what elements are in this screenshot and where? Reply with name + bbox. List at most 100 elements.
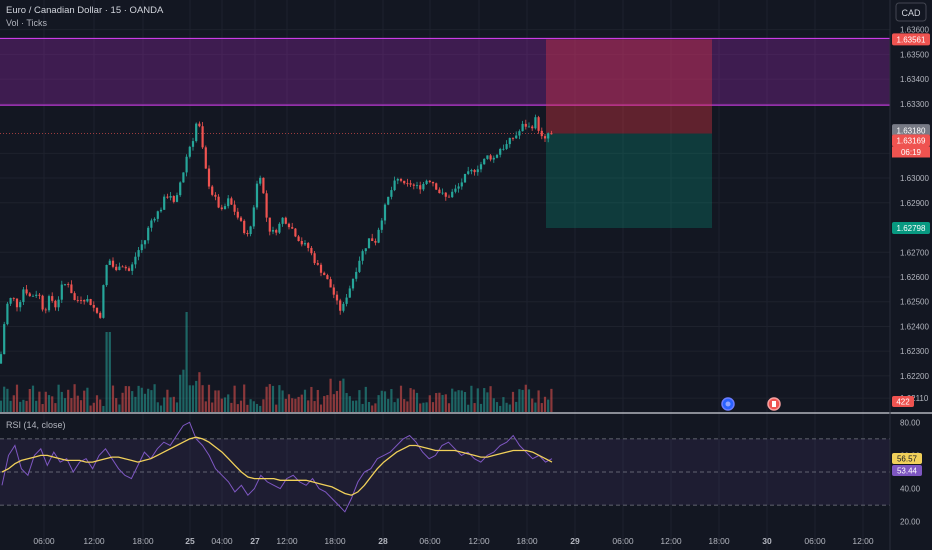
volume-bar <box>281 390 284 412</box>
volume-bar <box>515 401 518 412</box>
candle-body <box>227 198 230 207</box>
candle-body <box>431 181 435 184</box>
volume-bar <box>9 400 12 412</box>
candle-body <box>31 295 35 297</box>
volume-bar <box>537 390 540 412</box>
volume-bar <box>182 369 185 412</box>
candle-body <box>67 284 70 285</box>
candle-body <box>447 196 451 198</box>
volume-bar <box>431 402 435 412</box>
candle-body <box>409 183 412 185</box>
axes: 1.636001.635001.634001.633001.631001.630… <box>33 26 929 546</box>
last-price-label-bg <box>892 134 930 147</box>
candle-body <box>214 194 217 197</box>
volume-bar <box>406 401 409 412</box>
volume-bar <box>374 403 377 412</box>
volume-bar <box>387 398 390 412</box>
candle-body <box>54 300 57 308</box>
currency-button-label[interactable]: CAD <box>901 8 921 18</box>
volume-bar <box>111 385 115 412</box>
volume-bar <box>335 390 339 412</box>
price-tick-label: 1.63500 <box>900 50 929 59</box>
candle-body <box>12 297 15 299</box>
volume-bar <box>393 402 396 412</box>
candle-body <box>22 289 25 303</box>
candle-body <box>454 188 457 192</box>
volume-bar <box>316 389 319 412</box>
volume-bar <box>118 404 121 412</box>
volume-bar <box>361 403 364 412</box>
candle-body <box>316 263 319 265</box>
volume-bar <box>300 394 303 412</box>
volume-bar <box>463 391 467 412</box>
volume-bar <box>547 399 550 412</box>
candle-body <box>115 266 118 271</box>
volume-bar <box>243 384 246 412</box>
currency-button[interactable]: CAD <box>895 2 927 22</box>
candle-body <box>515 135 518 139</box>
volume-bar <box>377 395 380 412</box>
candle-body <box>259 177 262 184</box>
candle-body <box>35 294 38 296</box>
time-tick-label: 12:00 <box>276 536 298 546</box>
candle-body <box>150 220 153 228</box>
volume-bar <box>25 400 28 412</box>
candle-body <box>467 171 470 174</box>
candle-body <box>310 247 313 254</box>
volume-bar <box>92 402 95 412</box>
candle-body <box>543 136 547 139</box>
candle-body <box>198 123 201 127</box>
candle-body <box>537 117 540 131</box>
earnings-event-icon[interactable] <box>767 397 781 411</box>
candle-body <box>60 284 63 300</box>
volume-bar <box>175 402 179 412</box>
time-tick-label: 12:00 <box>83 536 105 546</box>
candle-body <box>95 307 99 313</box>
candle-body <box>201 126 204 148</box>
candle-body <box>0 354 3 364</box>
volume-bar <box>67 389 70 412</box>
candle-body <box>291 227 294 229</box>
candle-body <box>511 137 515 139</box>
candle-body <box>521 123 524 132</box>
volume-bar <box>329 378 332 412</box>
volume-bar <box>268 384 271 412</box>
candle-body <box>390 190 393 197</box>
candle-body <box>463 173 467 183</box>
volume-bar <box>6 388 9 412</box>
volume-bar <box>345 393 348 412</box>
volume-bar <box>73 384 76 412</box>
take-profit-zone <box>546 133 712 229</box>
candle-body <box>255 183 259 208</box>
volume-bar <box>41 404 44 412</box>
volume-bar <box>131 391 134 412</box>
candle-body <box>92 304 95 308</box>
flag-event-icon[interactable] <box>721 397 735 411</box>
volume-bar <box>457 390 460 412</box>
candle-body <box>335 294 339 301</box>
time-tick-label: 18:00 <box>516 536 538 546</box>
volume-bar <box>70 398 73 412</box>
volume-bar <box>527 389 531 412</box>
volume-bar <box>412 389 415 412</box>
candle-body <box>124 266 127 269</box>
rsi-value-label: 53.44 <box>897 467 918 476</box>
volume-bar <box>444 394 447 412</box>
volume-bar <box>380 390 383 412</box>
time-tick-label: 18:00 <box>324 536 346 546</box>
volume-bar <box>383 391 387 412</box>
volume-bar <box>499 405 502 412</box>
time-tick-label: 28 <box>378 536 388 546</box>
candle-body <box>508 137 511 145</box>
volume-bar <box>3 386 6 412</box>
candle-body <box>105 264 108 286</box>
volume-bar <box>479 403 483 412</box>
volume-bar <box>163 397 166 412</box>
grid <box>0 0 890 550</box>
candle-body <box>505 144 508 149</box>
candle-body <box>534 117 537 129</box>
stop-loss-zone <box>546 39 712 134</box>
candle-body <box>300 240 303 245</box>
